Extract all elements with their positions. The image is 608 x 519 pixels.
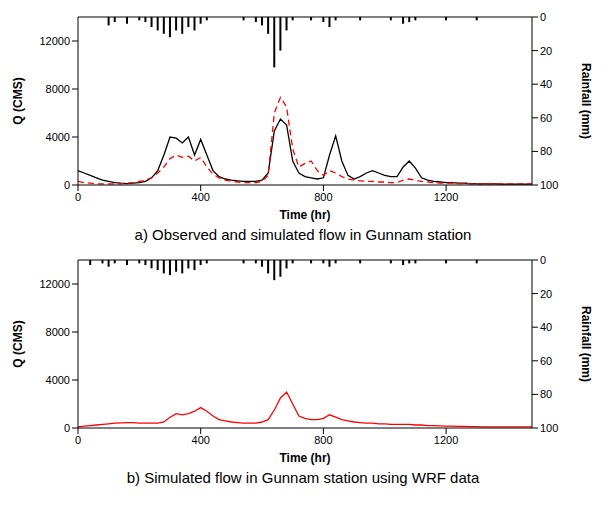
svg-text:Rainfall (mm): Rainfall (mm) [579, 306, 593, 382]
svg-text:0: 0 [540, 11, 546, 23]
svg-text:0: 0 [75, 434, 81, 446]
svg-text:1200: 1200 [434, 191, 458, 203]
svg-text:800: 800 [314, 191, 332, 203]
svg-text:0: 0 [540, 254, 546, 266]
svg-text:4000: 4000 [46, 374, 70, 386]
svg-text:20: 20 [540, 45, 552, 57]
svg-text:40: 40 [540, 321, 552, 333]
svg-text:400: 400 [192, 434, 210, 446]
svg-text:Time (hr): Time (hr) [279, 208, 330, 222]
svg-text:0: 0 [75, 191, 81, 203]
svg-text:80: 80 [540, 145, 552, 157]
svg-text:0: 0 [64, 179, 70, 191]
svg-text:100: 100 [540, 179, 558, 191]
svg-text:Q (CMS): Q (CMS) [11, 77, 25, 124]
svg-text:4000: 4000 [46, 131, 70, 143]
html-text:a) Observed and simulated flow: a) Observed and simulated flow in Gunnam… [134, 226, 472, 243]
svg-text:Time (hr): Time (hr) [279, 451, 330, 465]
svg-text:0: 0 [64, 422, 70, 434]
svg-text:80: 80 [540, 388, 552, 400]
svg-text:8000: 8000 [46, 326, 70, 338]
svg-text:100: 100 [540, 422, 558, 434]
svg-text:800: 800 [314, 434, 332, 446]
svg-text:400: 400 [192, 191, 210, 203]
svg-text:60: 60 [540, 112, 552, 124]
svg-text:Rainfall (mm): Rainfall (mm) [579, 63, 593, 139]
html-text:b) Simulated flow in Gunnam st: b) Simulated flow in Gunnam station usin… [126, 469, 480, 486]
svg-text:1200: 1200 [434, 434, 458, 446]
svg-text:12000: 12000 [39, 278, 70, 290]
svg-text:12000: 12000 [39, 35, 70, 47]
svg-text:20: 20 [540, 288, 552, 300]
svg-text:Q (CMS): Q (CMS) [11, 320, 25, 367]
svg-text:8000: 8000 [46, 83, 70, 95]
svg-text:40: 40 [540, 78, 552, 90]
svg-text:60: 60 [540, 355, 552, 367]
